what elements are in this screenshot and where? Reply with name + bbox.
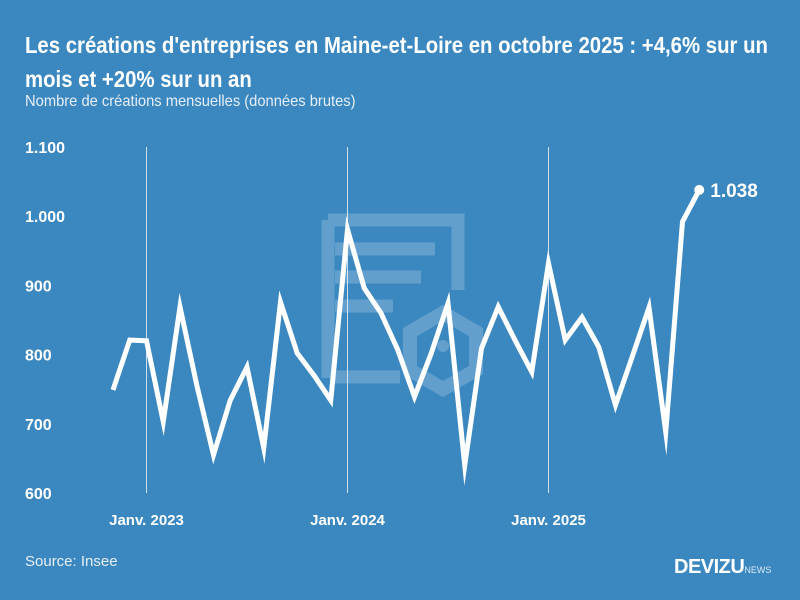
x-tick-label: Janv. 2024 (310, 512, 385, 529)
last-point-marker (694, 184, 705, 195)
logo-main: DEVIZU (674, 556, 745, 578)
y-tick-label: 700 (25, 417, 52, 434)
x-tick-label: Janv. 2023 (109, 512, 184, 529)
y-tick-label: 900 (25, 278, 52, 295)
logo-suffix: NEWS (744, 565, 772, 575)
chart-title: Les créations d'entreprises en Maine-et-… (25, 32, 768, 92)
y-tick-label: 1.000 (25, 209, 65, 226)
source-note: Source: Insee (25, 553, 118, 570)
series-line (110, 188, 702, 486)
last-value-label: 1.038 (710, 181, 758, 202)
x-tick-label: Janv. 2025 (511, 512, 586, 529)
y-tick-label: 800 (25, 348, 52, 365)
y-tick-label: 1.100 (25, 140, 65, 157)
y-tick-label: 600 (25, 486, 52, 503)
devizu-logo: DEVIZUNEWS (674, 556, 771, 579)
chart-subtitle: Nombre de créations mensuelles (données … (25, 93, 356, 110)
